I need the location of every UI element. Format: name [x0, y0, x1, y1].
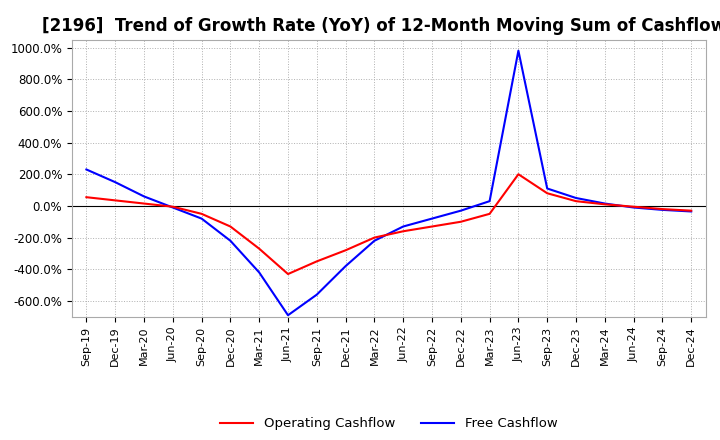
Free Cashflow: [226, 238, 235, 243]
Operating Cashflow: [370, 235, 379, 240]
Operating Cashflow: [111, 198, 120, 203]
Operating Cashflow: [428, 224, 436, 229]
Free Cashflow: [687, 209, 696, 214]
Free Cashflow: [600, 201, 609, 206]
Operating Cashflow: [284, 271, 292, 277]
Line: Free Cashflow: Free Cashflow: [86, 51, 691, 315]
Free Cashflow: [284, 312, 292, 318]
Free Cashflow: [312, 292, 321, 297]
Operating Cashflow: [543, 191, 552, 196]
Free Cashflow: [111, 180, 120, 185]
Operating Cashflow: [140, 201, 148, 206]
Operating Cashflow: [399, 229, 408, 234]
Operating Cashflow: [572, 198, 580, 204]
Title: [2196]  Trend of Growth Rate (YoY) of 12-Month Moving Sum of Cashflows: [2196] Trend of Growth Rate (YoY) of 12-…: [42, 17, 720, 35]
Operating Cashflow: [82, 194, 91, 200]
Operating Cashflow: [514, 172, 523, 177]
Operating Cashflow: [168, 204, 177, 209]
Operating Cashflow: [485, 211, 494, 216]
Free Cashflow: [168, 205, 177, 210]
Free Cashflow: [456, 208, 465, 213]
Operating Cashflow: [600, 202, 609, 207]
Operating Cashflow: [197, 211, 206, 216]
Operating Cashflow: [658, 206, 667, 212]
Operating Cashflow: [629, 204, 638, 209]
Free Cashflow: [82, 167, 91, 172]
Operating Cashflow: [312, 259, 321, 264]
Free Cashflow: [514, 48, 523, 53]
Operating Cashflow: [341, 248, 350, 253]
Line: Operating Cashflow: Operating Cashflow: [86, 174, 691, 274]
Free Cashflow: [428, 216, 436, 221]
Free Cashflow: [399, 224, 408, 229]
Free Cashflow: [255, 270, 264, 275]
Legend: Operating Cashflow, Free Cashflow: Operating Cashflow, Free Cashflow: [215, 412, 563, 436]
Operating Cashflow: [255, 246, 264, 251]
Free Cashflow: [370, 238, 379, 243]
Free Cashflow: [140, 194, 148, 199]
Free Cashflow: [341, 264, 350, 269]
Operating Cashflow: [687, 208, 696, 213]
Free Cashflow: [572, 195, 580, 201]
Operating Cashflow: [226, 224, 235, 229]
Operating Cashflow: [456, 219, 465, 224]
Free Cashflow: [485, 198, 494, 204]
Free Cashflow: [629, 205, 638, 210]
Free Cashflow: [658, 207, 667, 213]
Free Cashflow: [543, 186, 552, 191]
Free Cashflow: [197, 216, 206, 221]
